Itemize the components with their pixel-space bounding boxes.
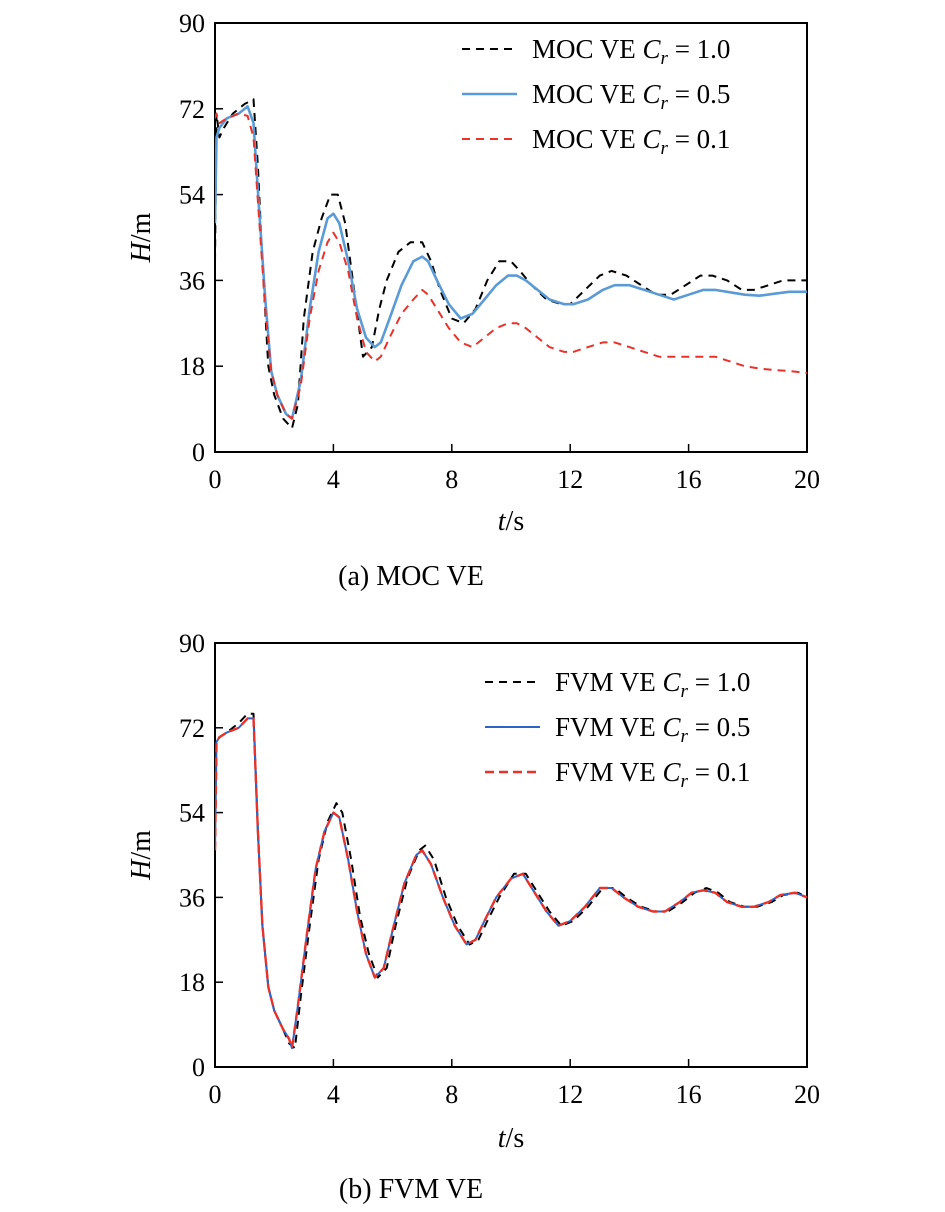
legend-prefix: MOC VE (532, 34, 643, 64)
x-tick-label: 8 (445, 465, 458, 494)
series-line-3 (215, 112, 807, 420)
y-tick-label: 0 (192, 438, 205, 467)
x-axis-unit: /s (506, 506, 525, 537)
x-tick-label: 0 (209, 465, 222, 494)
legend-label-2: FVM VE Cr = 0.5 (555, 712, 750, 747)
x-tick-label: 12 (557, 1080, 583, 1109)
x-tick-label: 0 (209, 1080, 222, 1109)
legend-suffix: = 0.5 (688, 712, 750, 742)
y-tick-label: 72 (179, 95, 205, 124)
legend-label-1: FVM VE Cr = 1.0 (555, 667, 750, 702)
legend-suffix: = 0.1 (668, 124, 730, 154)
x-tick-label: 20 (794, 465, 820, 494)
legend-prefix: MOC VE (532, 124, 643, 154)
legend-suffix: = 1.0 (668, 34, 730, 64)
y-tick-label: 90 (179, 9, 205, 38)
x-axis-var: t (498, 506, 507, 537)
y-axis-unit: /m (126, 830, 157, 860)
x-axis-label: t/s (498, 506, 524, 537)
y-axis-unit: /m (126, 212, 157, 242)
y-tick-label: 54 (179, 181, 205, 210)
x-tick-label: 12 (557, 465, 583, 494)
legend-prefix: FVM VE (555, 712, 663, 742)
x-axis-label: t/s (498, 1123, 524, 1154)
legend-suffix: = 1.0 (688, 667, 750, 697)
x-tick-label: 16 (676, 465, 702, 494)
legend-suffix: = 0.1 (688, 757, 750, 787)
y-tick-label: 36 (179, 266, 205, 295)
legend-subscript: r (661, 48, 669, 69)
y-tick-label: 36 (179, 883, 205, 912)
legend-label-3: FVM VE Cr = 0.1 (555, 757, 750, 792)
legend-subscript: r (661, 138, 669, 159)
x-axis-unit: /s (506, 1123, 525, 1154)
figure-caption: (b) FVM VE (339, 1174, 483, 1205)
legend-symbol: C (643, 34, 662, 64)
plot-frame (214, 22, 808, 453)
y-tick-label: 18 (179, 968, 205, 997)
legend-symbol: C (663, 757, 682, 787)
y-axis-var: H (126, 240, 157, 263)
y-tick-label: 90 (179, 629, 205, 658)
y-axis-label: H/m (126, 212, 157, 263)
y-tick-label: 72 (179, 714, 205, 743)
legend-subscript: r (661, 93, 669, 114)
x-tick-label: 4 (327, 465, 340, 494)
series-line-1 (215, 98, 807, 430)
x-tick-label: 20 (794, 1080, 820, 1109)
legend-label-2: MOC VE Cr = 0.5 (532, 79, 730, 114)
legend-subscript: r (681, 681, 689, 702)
legend-prefix: MOC VE (532, 79, 643, 109)
plot-frame (214, 642, 808, 1068)
y-tick-label: 0 (192, 1053, 205, 1082)
legend-symbol: C (663, 667, 682, 697)
x-axis-var: t (498, 1123, 507, 1154)
legend-subscript: r (681, 726, 689, 747)
legend-symbol: C (643, 79, 662, 109)
legend-symbol: C (663, 712, 682, 742)
y-tick-label: 18 (179, 352, 205, 381)
legend-label-1: MOC VE Cr = 1.0 (532, 34, 730, 69)
legend-prefix: FVM VE (555, 757, 663, 787)
y-axis-var: H (126, 858, 157, 881)
legend-subscript: r (681, 771, 689, 792)
x-tick-label: 8 (445, 1080, 458, 1109)
legend-suffix: = 0.5 (668, 79, 730, 109)
figure-caption: (a) MOC VE (338, 561, 484, 592)
legend-prefix: FVM VE (555, 667, 663, 697)
x-tick-label: 4 (327, 1080, 340, 1109)
x-tick-label: 16 (676, 1080, 702, 1109)
legend-label-3: MOC VE Cr = 0.1 (532, 124, 730, 159)
y-axis-label: H/m (126, 830, 157, 881)
legend-symbol: C (643, 124, 662, 154)
series-line-3 (215, 717, 807, 1050)
y-tick-label: 54 (179, 799, 205, 828)
